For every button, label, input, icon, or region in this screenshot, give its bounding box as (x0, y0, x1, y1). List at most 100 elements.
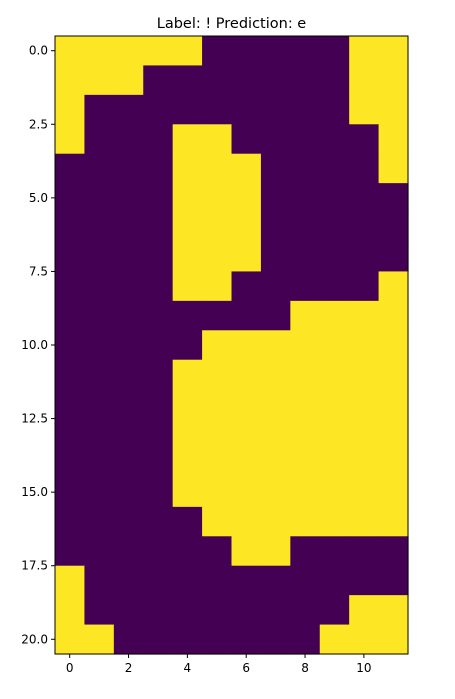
heatmap-cell (349, 300, 380, 331)
heatmap-cell (290, 124, 321, 155)
heatmap-cell (113, 212, 144, 243)
heatmap-cell (143, 300, 174, 331)
heatmap-cell (55, 536, 86, 567)
heatmap-cell (143, 389, 174, 420)
heatmap-cell (319, 94, 350, 125)
heatmap-cell (231, 477, 262, 508)
heatmap-cell (231, 242, 262, 273)
heatmap-cell (172, 94, 203, 125)
heatmap-cell (202, 124, 233, 155)
heatmap-cell (319, 624, 350, 655)
heatmap-cell (143, 595, 174, 626)
heatmap-cell (84, 330, 115, 361)
heatmap-cell (378, 389, 409, 420)
heatmap-cell (143, 418, 174, 449)
heatmap-cell (55, 300, 86, 331)
heatmap-cell (113, 389, 144, 420)
heatmap-cell (84, 242, 115, 273)
heatmap-cell (231, 359, 262, 390)
heatmap-cell (55, 389, 86, 420)
heatmap-cell (378, 536, 409, 567)
heatmap-cell (349, 124, 380, 155)
heatmap-cell (143, 153, 174, 184)
heatmap-cell (378, 212, 409, 243)
heatmap-cell (290, 94, 321, 125)
heatmap-cell (260, 300, 291, 331)
heatmap-cell (202, 36, 233, 67)
heatmap-cell (290, 330, 321, 361)
heatmap-cell (290, 300, 321, 331)
heatmap-cell (172, 212, 203, 243)
heatmap-cell (349, 536, 380, 567)
heatmap-cell (172, 183, 203, 214)
heatmap-cell (349, 359, 380, 390)
heatmap-cell (113, 36, 144, 67)
heatmap-cell (202, 153, 233, 184)
heatmap-cell (260, 506, 291, 537)
heatmap-cell (143, 124, 174, 155)
heatmap-cell (202, 183, 233, 214)
heatmap-cell (55, 153, 86, 184)
heatmap-cell (378, 418, 409, 449)
heatmap-cell (290, 389, 321, 420)
heatmap-cell (260, 624, 291, 655)
heatmap-cell (231, 94, 262, 125)
heatmap-cell (378, 183, 409, 214)
heatmap-cell (378, 448, 409, 479)
heatmap-cell (172, 242, 203, 273)
heatmap-cell (172, 124, 203, 155)
heatmap-cell (113, 300, 144, 331)
heatmap-cell (260, 418, 291, 449)
heatmap-cell (55, 506, 86, 537)
heatmap-cell (143, 212, 174, 243)
heatmap-cell (319, 477, 350, 508)
heatmap-cell (231, 418, 262, 449)
heatmap-cell (84, 506, 115, 537)
heatmap-cell (202, 300, 233, 331)
heatmap-cell (231, 124, 262, 155)
heatmap-cell (260, 536, 291, 567)
heatmap-cell (84, 212, 115, 243)
heatmap-cell (172, 536, 203, 567)
heatmap-cell (378, 153, 409, 184)
heatmap-cell (319, 330, 350, 361)
heatmap-cell (172, 624, 203, 655)
heatmap-cell (84, 271, 115, 302)
heatmap-cell (55, 418, 86, 449)
heatmap-cell (378, 124, 409, 155)
heatmap-cell (143, 448, 174, 479)
heatmap-cell (231, 271, 262, 302)
heatmap-cell (231, 565, 262, 596)
heatmap-cell (84, 94, 115, 125)
heatmap-cell (349, 242, 380, 273)
heatmap-cell (349, 330, 380, 361)
heatmap-cell (378, 595, 409, 626)
heatmap-cell (84, 183, 115, 214)
heatmap-cell (290, 624, 321, 655)
heatmap-cell (172, 565, 203, 596)
heatmap-cell (143, 359, 174, 390)
heatmap-cell (55, 624, 86, 655)
heatmap-cell (113, 506, 144, 537)
heatmap-cell (231, 183, 262, 214)
y-tick-label: 12.5 (21, 412, 48, 426)
heatmap-cell (84, 565, 115, 596)
x-tick-label: 10 (356, 661, 371, 675)
heatmap-cell (290, 183, 321, 214)
heatmap-cell (319, 153, 350, 184)
heatmap-cell (143, 94, 174, 125)
heatmap-cell (84, 124, 115, 155)
heatmap-cell (290, 212, 321, 243)
heatmap-cell (55, 330, 86, 361)
y-axis: 0.0 2.5 5.0 7.5 10.0 12.5 15.0 17.5 20.0 (21, 44, 55, 646)
heatmap-cell (349, 477, 380, 508)
heatmap-cell (260, 94, 291, 125)
heatmap-cell (260, 271, 291, 302)
heatmap-cell (378, 359, 409, 390)
heatmap-cell (113, 183, 144, 214)
heatmap-cell (290, 359, 321, 390)
heatmap-cell (172, 300, 203, 331)
heatmap-cell (84, 595, 115, 626)
y-tick-label: 15.0 (21, 485, 48, 499)
